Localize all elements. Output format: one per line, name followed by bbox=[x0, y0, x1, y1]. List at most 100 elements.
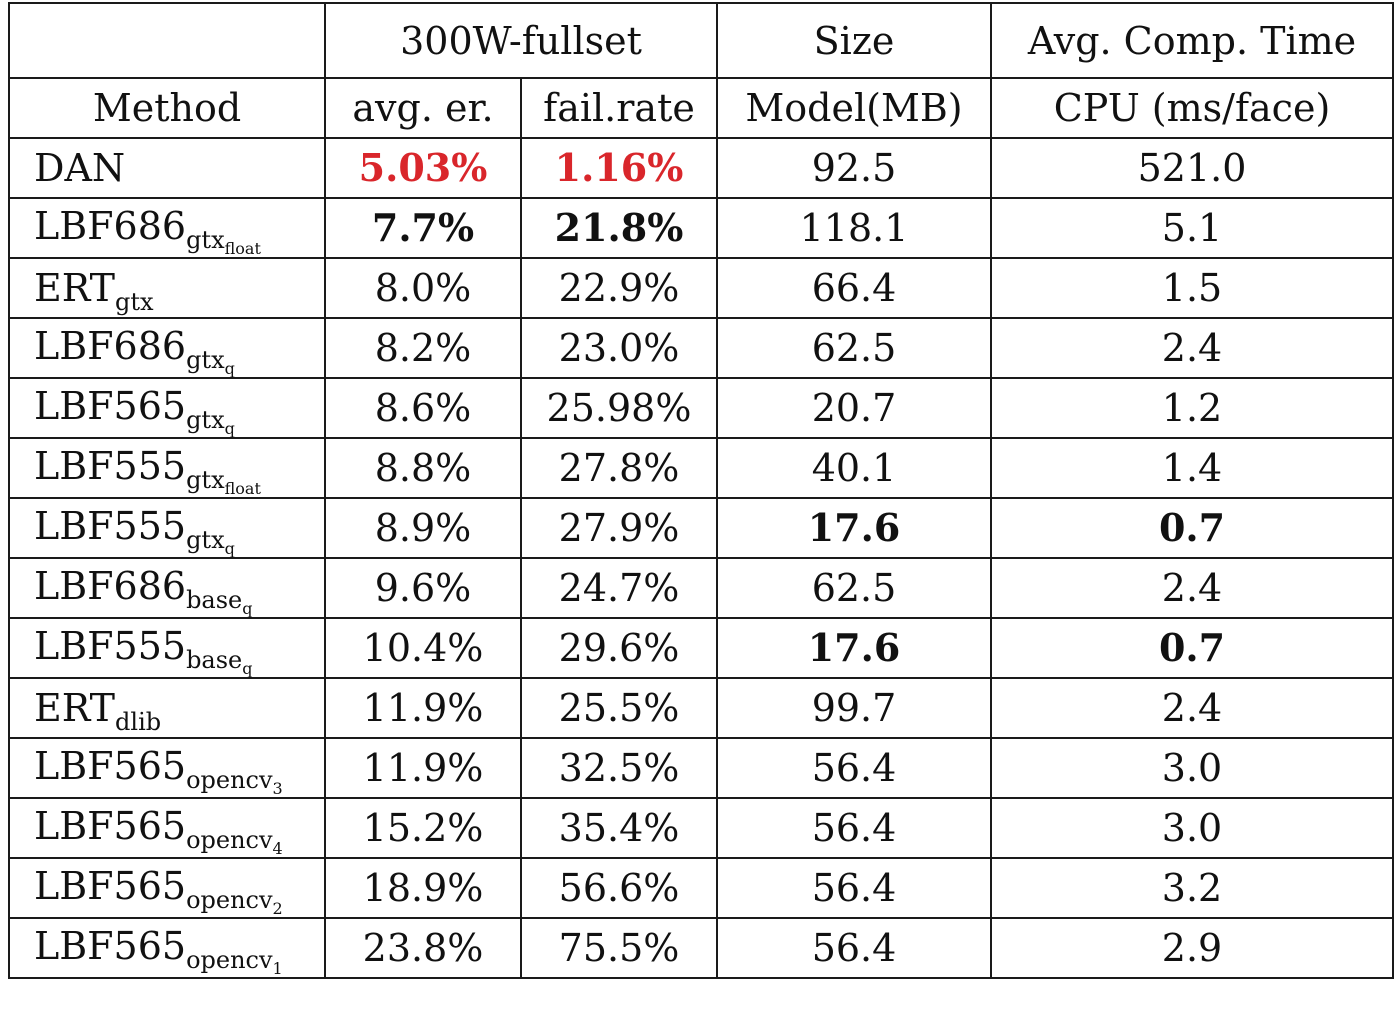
model-size-cell: 56.4 bbox=[717, 858, 991, 918]
avg-er-cell: 8.6% bbox=[325, 378, 521, 438]
method-sub-subscript: q bbox=[225, 419, 235, 438]
table-row: LBF565opencv1 23.8% 75.5% 56.4 2.9 bbox=[9, 918, 1393, 978]
avg-er-cell: 18.9% bbox=[325, 858, 521, 918]
avg-er-cell: 23.8% bbox=[325, 918, 521, 978]
method-subscript-text: opencv bbox=[186, 766, 272, 794]
model-size-cell: 56.4 bbox=[717, 918, 991, 978]
method-subscript: baseq bbox=[186, 646, 252, 674]
avg-er-cell: 8.8% bbox=[325, 438, 521, 498]
fail-rate-cell: 27.9% bbox=[521, 498, 717, 558]
method-subscript-text: gtx bbox=[186, 226, 225, 254]
cpu-time-cell: 3.0 bbox=[991, 798, 1393, 858]
method-cell: LBF555baseq bbox=[9, 618, 325, 678]
table-body: 300W-fullset Size Avg. Comp. Time Method… bbox=[9, 3, 1393, 978]
method-sub-subscript: 4 bbox=[273, 839, 283, 858]
header-row-groups: 300W-fullset Size Avg. Comp. Time bbox=[9, 3, 1393, 78]
fail-rate-cell: 35.4% bbox=[521, 798, 717, 858]
method-sub-subscript: q bbox=[225, 359, 235, 378]
method-cell: LBF565opencv3 bbox=[9, 738, 325, 798]
table-row: LBF555gtxfloat 8.8% 27.8% 40.1 1.4 bbox=[9, 438, 1393, 498]
model-size-cell: 40.1 bbox=[717, 438, 991, 498]
cpu-time-cell: 521.0 bbox=[991, 138, 1393, 198]
cpu-time-cell: 2.4 bbox=[991, 558, 1393, 618]
fail-rate-cell: 25.5% bbox=[521, 678, 717, 738]
header-fail-rate: fail.rate bbox=[521, 78, 717, 138]
avg-er-cell: 7.7% bbox=[325, 198, 521, 258]
cpu-time-cell: 1.2 bbox=[991, 378, 1393, 438]
table-row: LBF565gtxq 8.6% 25.98% 20.7 1.2 bbox=[9, 378, 1393, 438]
cpu-time-cell: 3.2 bbox=[991, 858, 1393, 918]
header-time: Avg. Comp. Time bbox=[991, 3, 1393, 78]
table-row: LBF565opencv2 18.9% 56.6% 56.4 3.2 bbox=[9, 858, 1393, 918]
method-subscript-text: gtx bbox=[186, 406, 225, 434]
table-row: LBF686gtxq 8.2% 23.0% 62.5 2.4 bbox=[9, 318, 1393, 378]
avg-er-cell: 15.2% bbox=[325, 798, 521, 858]
method-sub-subscript: 2 bbox=[273, 899, 283, 918]
cpu-time-cell: 2.9 bbox=[991, 918, 1393, 978]
model-size-cell: 56.4 bbox=[717, 798, 991, 858]
fail-rate-cell: 24.7% bbox=[521, 558, 717, 618]
method-subscript: opencv2 bbox=[186, 886, 283, 914]
method-name: LBF686 bbox=[34, 564, 186, 608]
table-row: LBF565opencv4 15.2% 35.4% 56.4 3.0 bbox=[9, 798, 1393, 858]
method-cell: ERTdlib bbox=[9, 678, 325, 738]
method-name: LBF565 bbox=[34, 384, 186, 428]
method-subscript-text: gtx bbox=[186, 346, 225, 374]
results-table: 300W-fullset Size Avg. Comp. Time Method… bbox=[8, 2, 1394, 979]
method-cell: LBF565opencv1 bbox=[9, 918, 325, 978]
method-subscript: opencv4 bbox=[186, 826, 283, 854]
avg-er-cell: 8.0% bbox=[325, 258, 521, 318]
table-row: LBF565opencv3 11.9% 32.5% 56.4 3.0 bbox=[9, 738, 1393, 798]
method-subscript-text: gtx bbox=[186, 526, 225, 554]
avg-er-cell: 11.9% bbox=[325, 738, 521, 798]
table-row: LBF555baseq 10.4% 29.6% 17.6 0.7 bbox=[9, 618, 1393, 678]
fail-rate-cell: 27.8% bbox=[521, 438, 717, 498]
method-cell: ERTgtx bbox=[9, 258, 325, 318]
method-cell: LBF686baseq bbox=[9, 558, 325, 618]
model-size-cell: 20.7 bbox=[717, 378, 991, 438]
table-row: ERTgtx 8.0% 22.9% 66.4 1.5 bbox=[9, 258, 1393, 318]
method-subscript: gtxfloat bbox=[186, 466, 261, 494]
method-subscript: gtxq bbox=[186, 526, 235, 554]
cpu-time-cell: 2.4 bbox=[991, 318, 1393, 378]
cpu-time-cell: 3.0 bbox=[991, 738, 1393, 798]
method-sub-subscript: float bbox=[225, 239, 261, 258]
model-size-cell: 62.5 bbox=[717, 558, 991, 618]
cpu-time-cell: 2.4 bbox=[991, 678, 1393, 738]
fail-rate-cell: 21.8% bbox=[521, 198, 717, 258]
method-sub-subscript: 1 bbox=[273, 959, 283, 978]
method-cell: DAN bbox=[9, 138, 325, 198]
fail-rate-cell: 22.9% bbox=[521, 258, 717, 318]
model-size-cell: 17.6 bbox=[717, 498, 991, 558]
method-subscript: baseq bbox=[186, 586, 252, 614]
avg-er-cell: 5.03% bbox=[325, 138, 521, 198]
model-size-cell: 99.7 bbox=[717, 678, 991, 738]
method-cell: LBF555gtxfloat bbox=[9, 438, 325, 498]
model-size-cell: 66.4 bbox=[717, 258, 991, 318]
method-name: LBF565 bbox=[34, 744, 186, 788]
method-name: LBF565 bbox=[34, 924, 186, 968]
method-name: LBF555 bbox=[34, 504, 186, 548]
model-size-cell: 118.1 bbox=[717, 198, 991, 258]
method-sub-subscript: float bbox=[225, 479, 261, 498]
cpu-time-cell: 1.4 bbox=[991, 438, 1393, 498]
method-sub-subscript: q bbox=[225, 539, 235, 558]
method-subscript-text: gtx bbox=[115, 288, 154, 316]
avg-er-cell: 8.9% bbox=[325, 498, 521, 558]
method-subscript-text: opencv bbox=[186, 886, 272, 914]
avg-er-cell: 11.9% bbox=[325, 678, 521, 738]
method-sub-subscript: 3 bbox=[273, 779, 283, 798]
cpu-time-cell: 5.1 bbox=[991, 198, 1393, 258]
model-size-cell: 56.4 bbox=[717, 738, 991, 798]
fail-rate-cell: 56.6% bbox=[521, 858, 717, 918]
method-name: ERT bbox=[34, 686, 115, 730]
method-sub-subscript: q bbox=[242, 659, 252, 678]
fail-rate-cell: 32.5% bbox=[521, 738, 717, 798]
header-size: Size bbox=[717, 3, 991, 78]
method-cell: LBF565opencv4 bbox=[9, 798, 325, 858]
table-row: ERTdlib 11.9% 25.5% 99.7 2.4 bbox=[9, 678, 1393, 738]
method-subscript-text: opencv bbox=[186, 946, 272, 974]
header-avg-er: avg. er. bbox=[325, 78, 521, 138]
method-name: LBF686 bbox=[34, 204, 186, 248]
method-name: LBF555 bbox=[34, 444, 186, 488]
